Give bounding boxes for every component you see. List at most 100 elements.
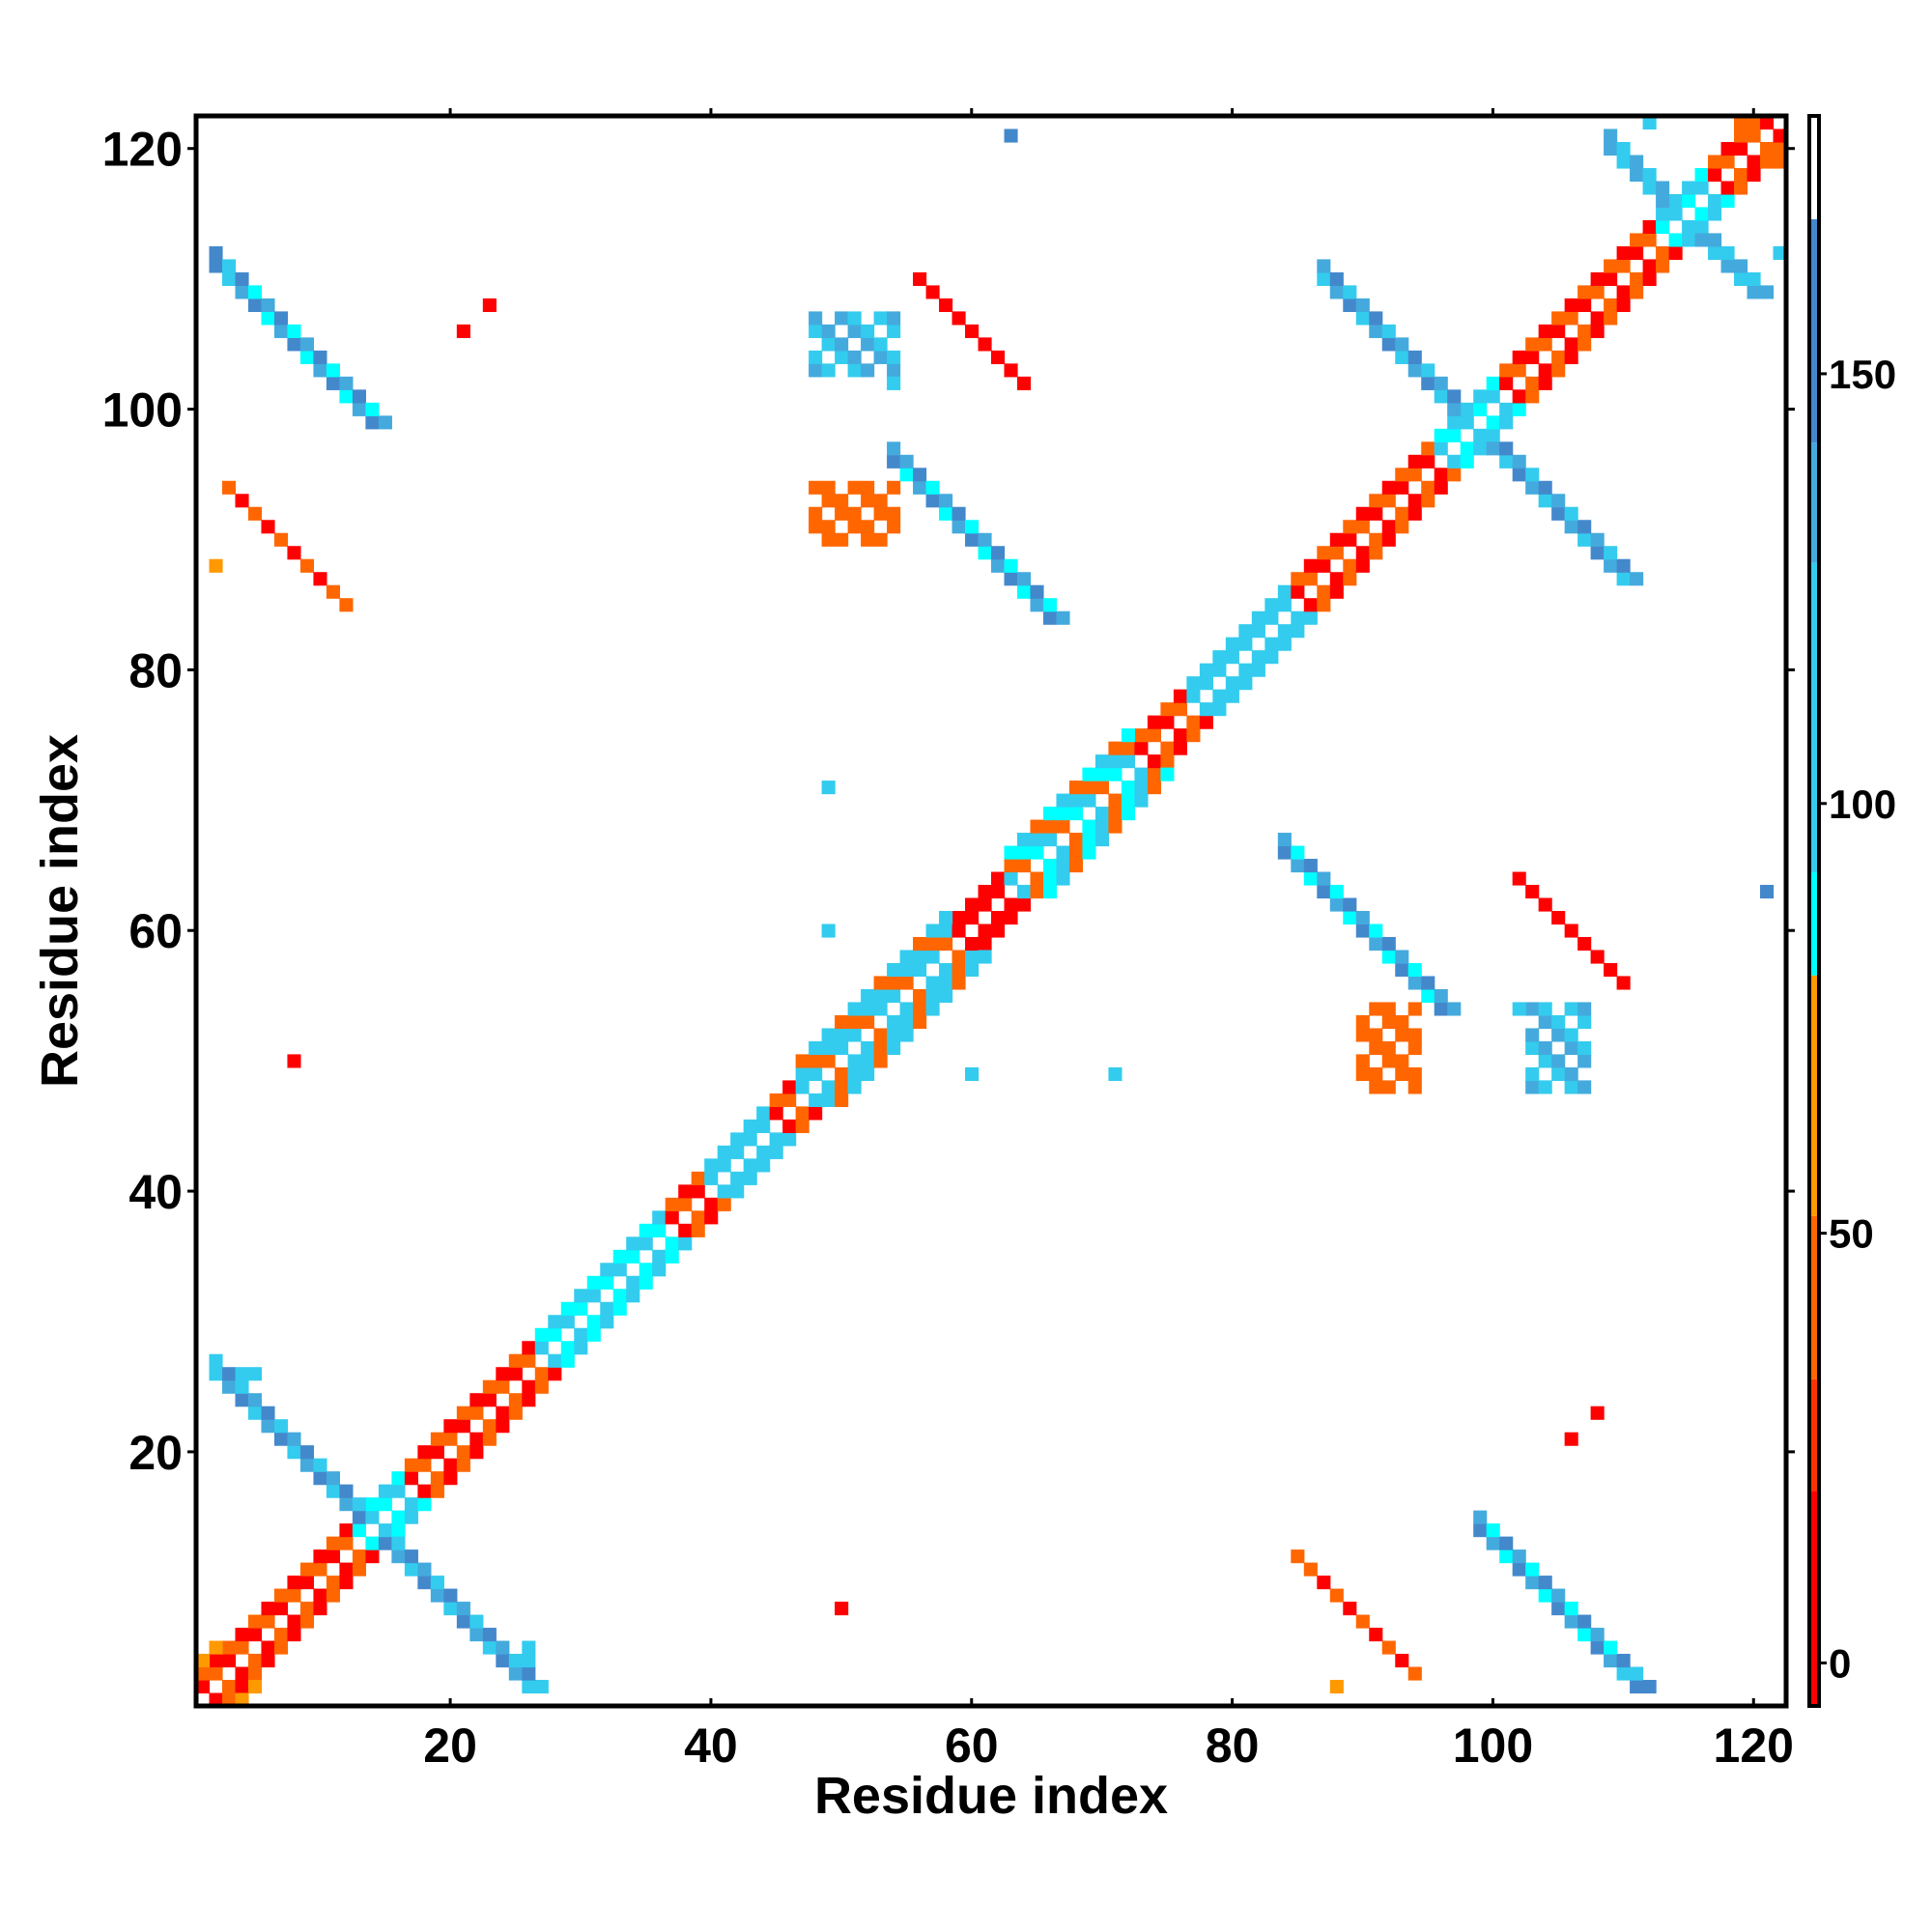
heatmap-cell [769,1145,783,1159]
heatmap-cell [743,1132,757,1147]
heatmap-cell [1395,950,1409,964]
heatmap-cell [196,1654,211,1668]
heatmap-cell [952,962,966,978]
y-tick-label: 120 [102,123,183,177]
heatmap-cell [821,363,836,378]
heatmap-cell [717,1158,731,1173]
heatmap-cell [365,1510,380,1524]
heatmap-cell [1343,572,1357,586]
heatmap-cell [1303,598,1318,612]
heatmap-cell [586,1289,601,1303]
heatmap-cell [1564,298,1578,312]
heatmap-cell [299,1614,315,1629]
heatmap-cell [873,311,888,326]
heatmap-cell [847,1054,862,1068]
heatmap-cell [1343,520,1357,534]
heatmap-cell [313,1549,327,1564]
heatmap-cell [939,923,953,938]
heatmap-cell [1264,598,1279,612]
heatmap-cell [1512,402,1526,416]
heatmap-cell [1160,741,1175,755]
heatmap-cell [378,415,392,430]
y-tick-label: 100 [102,384,183,438]
heatmap-cell [287,546,301,560]
heatmap-cell [847,480,862,495]
heatmap-cell [1395,480,1409,495]
heatmap-cell [1303,859,1318,873]
heatmap-cell [417,1445,432,1460]
heatmap-cell [1369,936,1383,952]
heatmap-cell [1538,363,1552,378]
heatmap-cell [1512,389,1526,404]
heatmap-cell [1525,376,1540,390]
heatmap-cell [1042,807,1058,821]
heatmap-cell [1616,976,1631,990]
heatmap-cell [1355,1028,1370,1042]
heatmap-cell [1251,611,1265,625]
heatmap-cell [821,324,836,338]
heatmap-cell [847,350,862,364]
heatmap-cell [1407,454,1422,469]
heatmap-cell [1577,1002,1592,1016]
heatmap-cell [873,1002,888,1016]
heatmap-cell [1108,754,1122,769]
heatmap-cell [899,962,914,978]
heatmap-cell [404,1510,418,1524]
heatmap-cell [522,1666,536,1681]
heatmap-cell [925,1002,940,1016]
heatmap-cell [1004,363,1018,378]
heatmap-cell [1186,689,1201,703]
heatmap-cell [1355,923,1370,938]
heatmap-cell [1147,754,1161,769]
heatmap-cell [1082,819,1096,834]
heatmap-cell [1317,598,1331,612]
heatmap-cell [313,350,327,364]
heatmap-cell [1056,845,1070,860]
heatmap-cell [1473,402,1488,416]
heatmap-cell [1773,245,1787,261]
heatmap-cell [574,1289,588,1303]
heatmap-cell [508,1353,523,1368]
heatmap-cell [809,324,823,338]
heatmap-cell [1186,715,1201,729]
heatmap-cell [1030,833,1044,847]
heatmap-cell [209,1654,223,1668]
colorbar-band [1809,871,1819,976]
heatmap-cell [1630,1680,1644,1694]
heatmap-cell [626,1289,640,1303]
heatmap-cell [965,911,980,925]
heatmap-cell [235,1379,249,1394]
heatmap-cell [247,1406,263,1420]
heatmap-cell [1642,271,1657,286]
heatmap-cell [1030,845,1044,860]
heatmap-cell [1551,1588,1566,1603]
heatmap-cell [743,1158,757,1173]
heatmap-cell [1616,298,1631,312]
heatmap-cell [861,1040,875,1056]
heatmap-cell [1708,155,1722,169]
heatmap-cell [1525,1080,1540,1094]
heatmap-cell [1421,480,1435,495]
heatmap-cell [1094,767,1110,781]
heatmap-cell [482,1640,497,1655]
heatmap-cell [1355,911,1370,925]
heatmap-cell [978,885,992,899]
heatmap-cell [887,976,901,990]
heatmap-cell [652,1263,667,1277]
heatmap-cell [1355,1054,1370,1068]
heatmap-cell [1016,572,1032,586]
heatmap-cell [809,1106,823,1121]
heatmap-cell [1656,245,1670,261]
heatmap-cell [1734,181,1748,195]
heatmap-cell [1564,1066,1578,1081]
heatmap-cell [1160,715,1175,729]
heatmap-cell [887,1014,901,1030]
heatmap-cell [1381,1054,1396,1068]
heatmap-cell [1355,506,1370,521]
heatmap-cell [378,1497,392,1512]
heatmap-cell [899,454,914,469]
heatmap-cell [430,1471,444,1486]
heatmap-cell [287,1614,301,1629]
heatmap-cell [1395,1054,1409,1068]
heatmap-cell [1708,193,1722,209]
